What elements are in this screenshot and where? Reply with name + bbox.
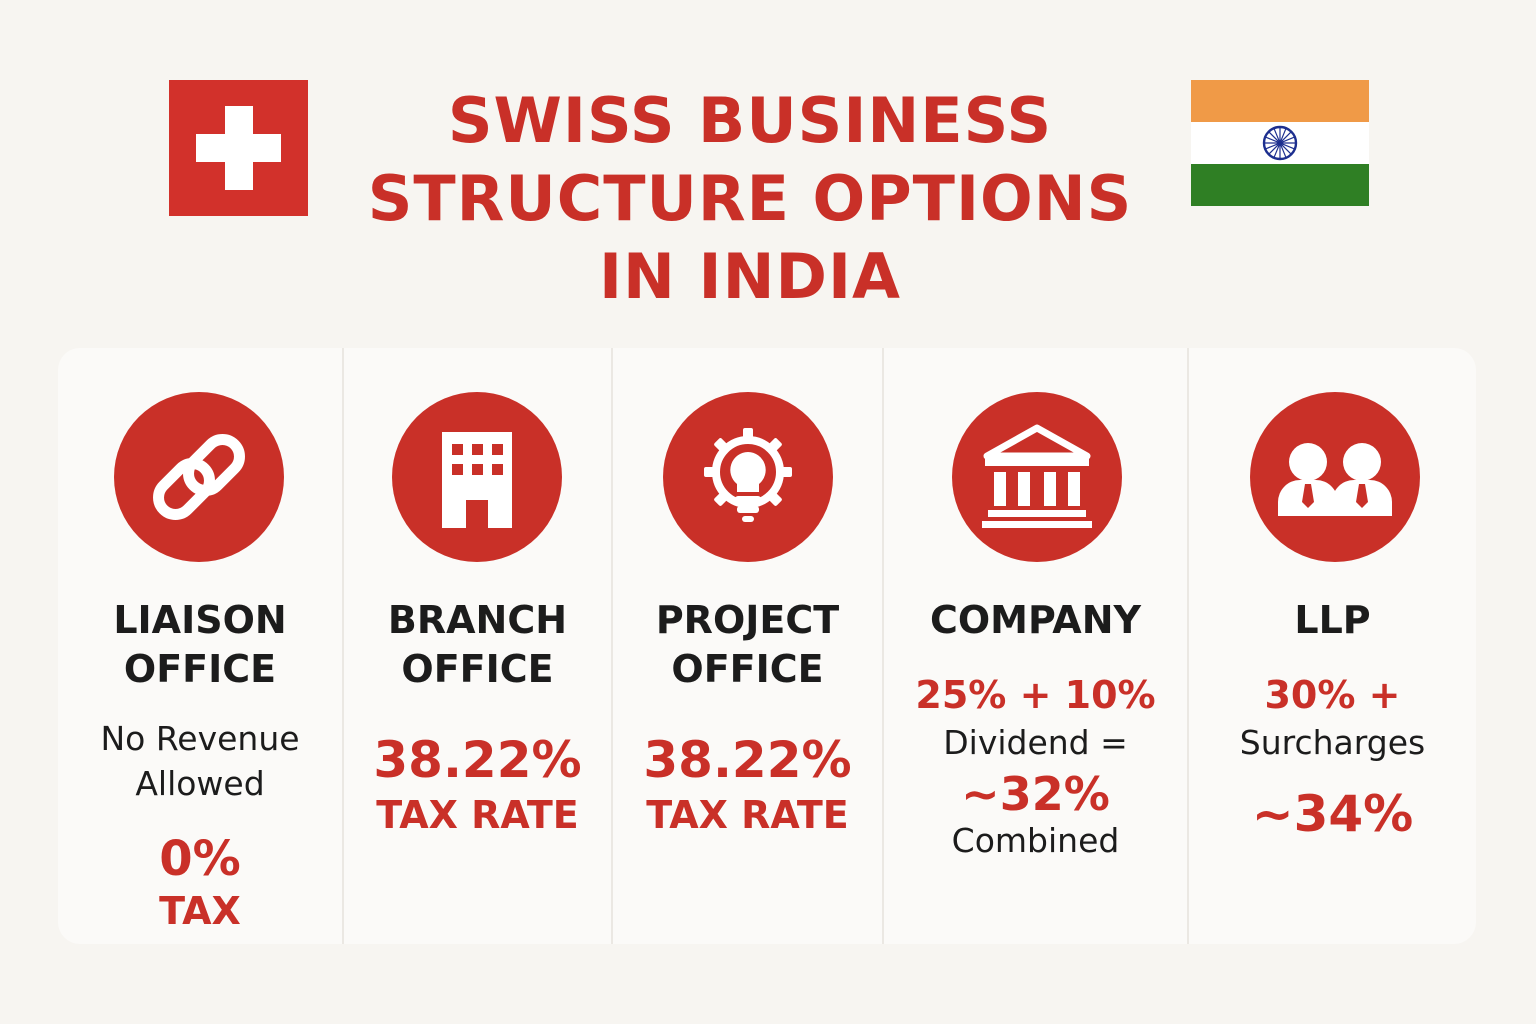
chain-link-icon <box>153 434 245 520</box>
option-tax-label: TAX RATE <box>646 793 849 837</box>
option-tax-value: ~32% <box>961 767 1110 821</box>
option-card-liaison-office: LIAISON OFFICE No Revenue Allowed 0% TAX <box>58 348 342 944</box>
option-note: Combined <box>951 821 1120 860</box>
option-name: BRANCH OFFICE <box>387 598 568 691</box>
option-rate-line: 30% + <box>1264 673 1401 717</box>
option-name: COMPANY <box>929 598 1142 642</box>
option-note: Surcharges <box>1239 723 1426 762</box>
column-divider <box>611 348 613 944</box>
option-card-branch-office: BRANCH OFFICE 38.22% TAX RATE <box>344 348 611 944</box>
option-card-company: COMPANY 25% + 10% Dividend = ~32% Combin… <box>884 348 1187 944</box>
bank-icon <box>982 424 1092 528</box>
swiss-flag <box>169 80 308 216</box>
option-tax-label: TAX <box>159 889 241 933</box>
india-flag <box>1191 80 1369 206</box>
india-flag-white-band <box>1191 122 1369 164</box>
option-card-project-office: PROJECT OFFICE 38.22% TAX RATE <box>613 348 882 944</box>
option-rate-line: 25% + 10% <box>915 673 1156 717</box>
column-divider <box>342 348 344 944</box>
option-name: PROJECT OFFICE <box>655 598 840 691</box>
title-line-3: IN INDIA <box>598 240 901 313</box>
option-tax-label: TAX RATE <box>376 793 579 837</box>
option-name: LIAISON OFFICE <box>113 598 287 691</box>
column-divider <box>1187 348 1189 944</box>
option-icon-circle <box>114 392 284 562</box>
option-note: No Revenue Allowed <box>100 719 300 803</box>
page-title: SWISS BUSINESS STRUCTURE OPTIONS IN INDI… <box>300 82 1200 316</box>
building-icon <box>442 432 512 528</box>
option-tax-value: 0% <box>159 831 241 887</box>
option-note: Dividend = <box>943 723 1128 762</box>
india-flag-green-band <box>1191 164 1369 206</box>
option-icon-circle <box>1250 392 1420 562</box>
people-icon <box>1278 443 1392 516</box>
option-tax-value: 38.22% <box>643 731 852 789</box>
option-tax-value: ~34% <box>1251 785 1414 843</box>
option-icon-circle <box>952 392 1122 562</box>
title-line-1: SWISS BUSINESS <box>447 84 1053 157</box>
column-divider <box>882 348 884 944</box>
lightbulb-gear-icon <box>704 428 792 522</box>
swiss-cross-horizontal <box>196 134 281 162</box>
option-icon-circle <box>392 392 562 562</box>
ashoka-chakra-icon <box>1262 125 1298 161</box>
option-card-llp: LLP 30% + Surcharges ~34% <box>1189 348 1476 944</box>
option-icon-circle <box>663 392 833 562</box>
india-flag-saffron-band <box>1191 80 1369 122</box>
option-name: LLP <box>1294 598 1371 642</box>
title-line-2: STRUCTURE OPTIONS <box>367 162 1133 235</box>
option-tax-value: 38.22% <box>373 731 582 789</box>
